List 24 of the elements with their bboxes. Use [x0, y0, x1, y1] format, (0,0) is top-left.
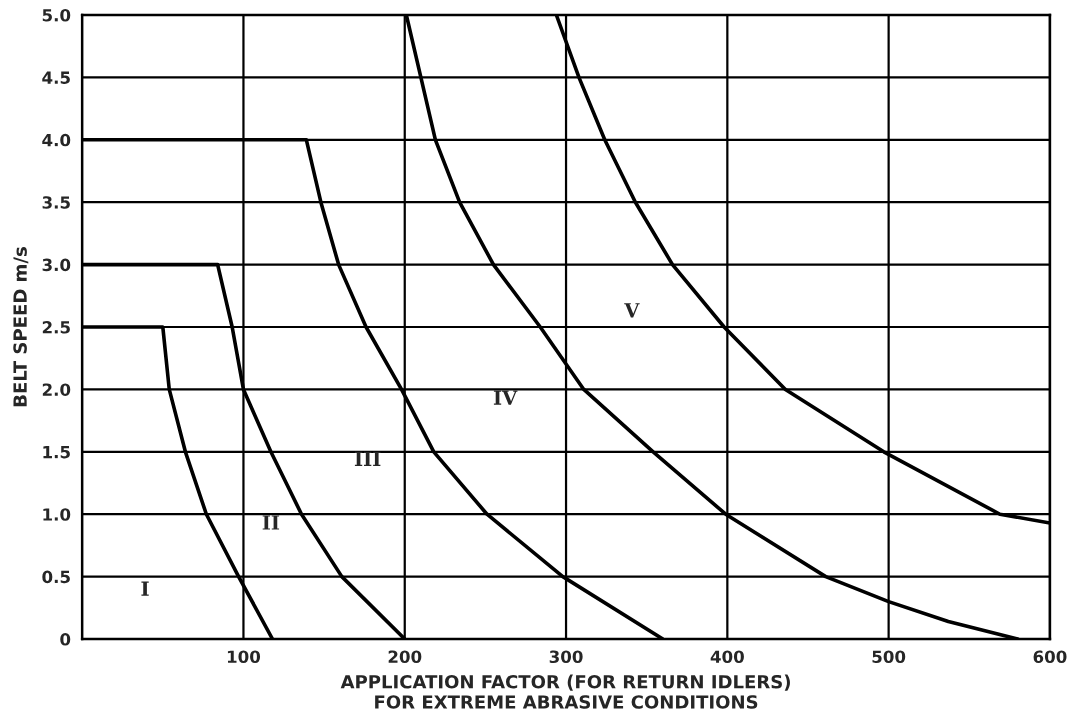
y-tick-label: 5.0	[42, 8, 71, 22]
y-axis-title: BELT SPEED m/s	[13, 247, 29, 407]
y-tick-label: 0.5	[42, 570, 70, 584]
x-tick-label: 300	[549, 650, 583, 664]
x-tick-label: 400	[710, 650, 744, 664]
y-tick-label: 2.5	[42, 320, 70, 334]
y-tick-label: 3.0	[42, 258, 71, 272]
x-axis-title: APPLICATION FACTOR (FOR RETURN IDLERS) FOR EXTREME ABRASIVE CONDITIONS	[340, 674, 790, 709]
x-tick-label: 500	[872, 650, 906, 664]
annotation: III	[354, 451, 381, 466]
annotation: II	[262, 515, 280, 530]
y-tick-label: 0	[60, 632, 71, 646]
y-tick-label: 4.0	[42, 133, 71, 147]
y-tick-label: 2.0	[42, 383, 71, 396]
x-tick-label: 200	[388, 650, 422, 664]
annotation: V	[624, 303, 640, 318]
y-tick-label: 3.5	[42, 196, 70, 209]
annotation: I	[141, 581, 149, 596]
x-tick-label: 600	[1033, 650, 1067, 664]
annotation: IV	[493, 390, 518, 405]
y-tick-label: 1.5	[43, 446, 70, 459]
x-tick-label: 100	[227, 650, 261, 664]
y-tick-label: 1.0	[43, 508, 71, 521]
y-tick-label: 4.5	[42, 71, 70, 84]
